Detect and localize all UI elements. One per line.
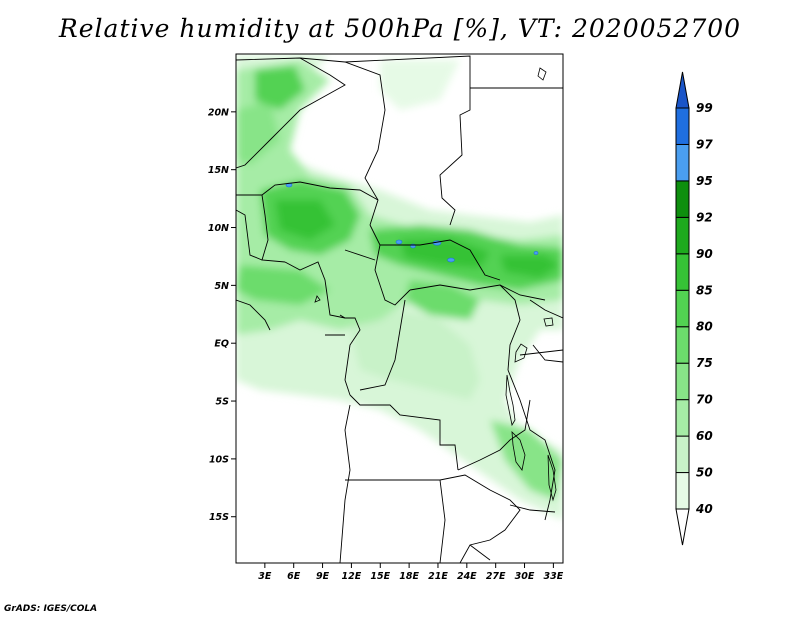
lat-label: EQ [214, 339, 229, 350]
lon-label: 6E [287, 571, 301, 582]
colorbar-label: 40 [695, 502, 713, 516]
colorbar-label: 70 [696, 393, 713, 407]
map-frame [235, 53, 564, 564]
colorbar-segment [675, 362, 690, 401]
colorbar-segment [675, 180, 690, 218]
colorbar-segment [675, 216, 690, 255]
latitude-axis: 20N 15N 10N 5N EQ 5S 10S 15S [208, 107, 236, 523]
lat-label: 10N [208, 223, 229, 234]
colorbar-segment [675, 71, 690, 109]
lat-label: 5S [216, 397, 230, 408]
colorbar-segment [675, 143, 690, 182]
humidity-field [236, 56, 563, 520]
lat-label: 15S [209, 512, 229, 523]
lon-label: 27E [486, 571, 506, 582]
lakes [314, 67, 557, 502]
credit-text: GrADS: IGES/COLA [4, 604, 98, 614]
lat-label: 15N [208, 165, 229, 176]
colorbar-label: 80 [696, 320, 713, 334]
colorbar-segment [675, 472, 690, 510]
colorbar-label: 60 [696, 429, 713, 443]
colorbar-segment [675, 326, 690, 364]
lon-label: 30E [515, 571, 535, 582]
colorbar-label: 97 [696, 137, 713, 151]
colorbar-label: 75 [696, 356, 713, 370]
lon-label: 3E [258, 571, 272, 582]
colorbar-label: 85 [696, 283, 713, 297]
lon-label: 24E [457, 571, 477, 582]
colorbar-segment [675, 435, 690, 474]
map-title: Relative humidity at 500hPa [%], VT: 202… [58, 14, 742, 43]
lat-label: 20N [208, 107, 229, 118]
lon-label: 33E [544, 571, 564, 582]
colorbar-segment [675, 289, 690, 328]
colorbar-segment [675, 508, 690, 546]
lon-label: 18E [399, 571, 419, 582]
colorbar-segment [675, 107, 690, 145]
colorbar-label: 95 [696, 174, 713, 188]
colorbar-label: 99 [696, 101, 713, 115]
colorbar-label: 92 [696, 210, 713, 224]
colorbar-segment [675, 253, 690, 291]
colorbar: 40 50 60 70 75 80 85 90 92 95 97 99 [675, 71, 713, 546]
lat-label: 10S [209, 454, 229, 465]
lon-label: 21E [428, 571, 448, 582]
colorbar-segment [675, 399, 690, 437]
country-borders [236, 55, 563, 563]
colorbar-label: 90 [696, 247, 713, 261]
lat-label: 5N [214, 281, 229, 292]
lon-label: 15E [370, 571, 390, 582]
lon-label: 12E [342, 571, 362, 582]
longitude-axis: 3E 6E 9E 12E 15E 18E 21E 24E 27E 30E 33E [258, 563, 564, 582]
lon-label: 9E [316, 571, 330, 582]
colorbar-label: 50 [696, 466, 713, 480]
